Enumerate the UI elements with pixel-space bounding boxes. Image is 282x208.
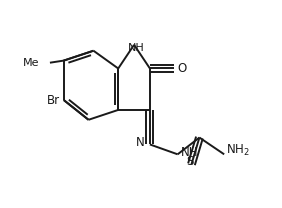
Text: NH$_2$: NH$_2$: [226, 143, 250, 158]
Text: NH: NH: [180, 146, 198, 159]
Text: Br: Br: [47, 94, 60, 106]
Text: S: S: [186, 155, 193, 168]
Text: Me: Me: [23, 58, 39, 68]
Text: NH: NH: [128, 43, 144, 53]
Text: N: N: [136, 136, 145, 149]
Text: O: O: [178, 62, 187, 75]
